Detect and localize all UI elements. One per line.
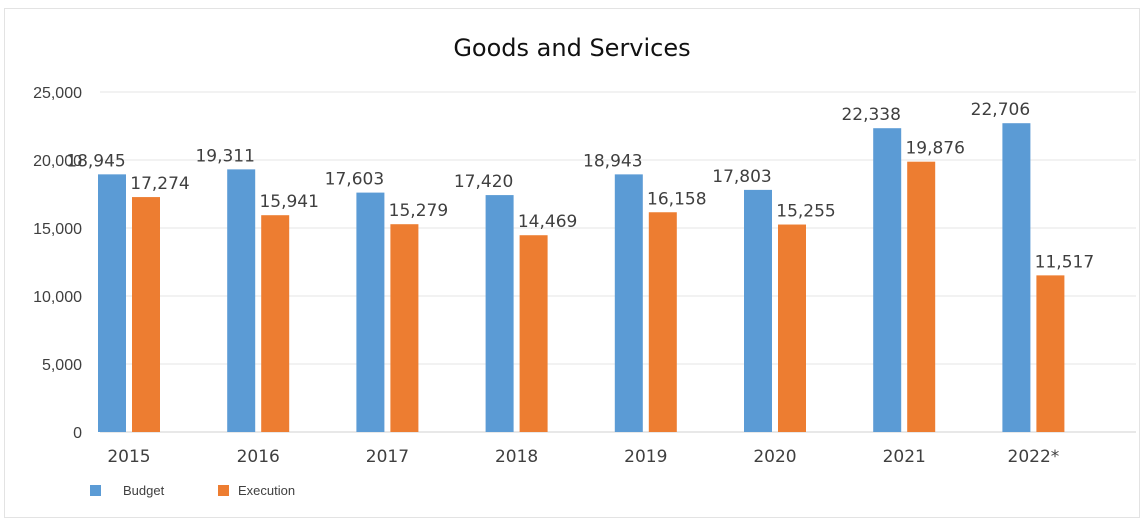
y-axis-ticks: 0 5,000 10,000 15,000 20,000 25,000 xyxy=(33,85,82,442)
data-label-budget-2022: 22,706 xyxy=(971,100,1030,120)
legend-swatch-budget xyxy=(90,485,101,496)
data-label-execution-2020: 15,255 xyxy=(776,202,835,222)
bar-budget-2019 xyxy=(614,174,643,433)
y-tick-label: 10,000 xyxy=(33,289,82,306)
bar-execution-2020 xyxy=(778,224,806,432)
bar-execution-2022 xyxy=(1036,275,1065,432)
bar-execution-2017 xyxy=(390,224,419,432)
data-label-execution-2021: 19,876 xyxy=(905,139,964,159)
bar-execution-2015 xyxy=(132,197,160,432)
data-label-execution-2017: 15,279 xyxy=(389,201,448,221)
chart-title: Goods and Services xyxy=(453,34,691,62)
x-category-label: 2021 xyxy=(883,447,926,467)
data-label-execution-2015: 17,274 xyxy=(130,174,189,194)
data-label-budget-2015: 18,945 xyxy=(66,151,125,171)
chart-frame xyxy=(4,8,1140,518)
bar-budget-2016 xyxy=(227,169,256,432)
bar-budget-2017 xyxy=(356,192,385,432)
y-tick-label: 20,000 xyxy=(33,153,82,170)
x-category-label: 2015 xyxy=(107,447,150,467)
x-category-label: 2020 xyxy=(753,447,796,467)
bar-budget-2020 xyxy=(744,189,772,432)
data-label-execution-2019: 16,158 xyxy=(647,189,706,209)
legend-swatch-execution xyxy=(218,485,229,496)
bars xyxy=(98,123,1065,433)
data-label-budget-2019: 18,943 xyxy=(583,151,642,171)
x-category-label: 2016 xyxy=(237,447,280,467)
x-axis-categories: 2015 2016 2017 2018 2019 2020 2021 2022* xyxy=(107,447,1059,467)
bar-execution-2018 xyxy=(519,235,548,432)
y-tick-label: 5,000 xyxy=(42,357,82,374)
bar-budget-2022 xyxy=(1002,123,1031,433)
data-label-execution-2018: 14,469 xyxy=(518,212,577,232)
data-label-execution-2022: 11,517 xyxy=(1035,252,1094,272)
legend: Budget Execution xyxy=(90,483,295,498)
data-label-budget-2021: 22,338 xyxy=(841,105,900,125)
bar-budget-2015 xyxy=(98,174,126,432)
data-label-budget-2016: 19,311 xyxy=(195,146,254,166)
data-label-execution-2016: 15,941 xyxy=(259,192,318,212)
data-label-budget-2020: 17,803 xyxy=(712,167,771,187)
x-category-label: 2022* xyxy=(1008,447,1060,467)
legend-label-execution: Execution xyxy=(238,483,295,498)
x-category-label: 2017 xyxy=(366,447,409,467)
x-category-label: 2018 xyxy=(495,447,538,467)
data-label-budget-2017: 17,603 xyxy=(325,170,384,190)
y-tick-label: 15,000 xyxy=(33,221,82,238)
y-tick-label: 25,000 xyxy=(33,85,82,102)
legend-label-budget: Budget xyxy=(123,483,165,498)
bar-budget-2021 xyxy=(873,128,902,433)
y-tick-label: 0 xyxy=(73,425,82,442)
bar-execution-2019 xyxy=(648,212,677,432)
data-label-budget-2018: 17,420 xyxy=(454,172,513,192)
bar-execution-2021 xyxy=(907,161,936,432)
bar-budget-2018 xyxy=(485,195,514,432)
bar-execution-2016 xyxy=(261,215,290,432)
x-category-label: 2019 xyxy=(624,447,667,467)
